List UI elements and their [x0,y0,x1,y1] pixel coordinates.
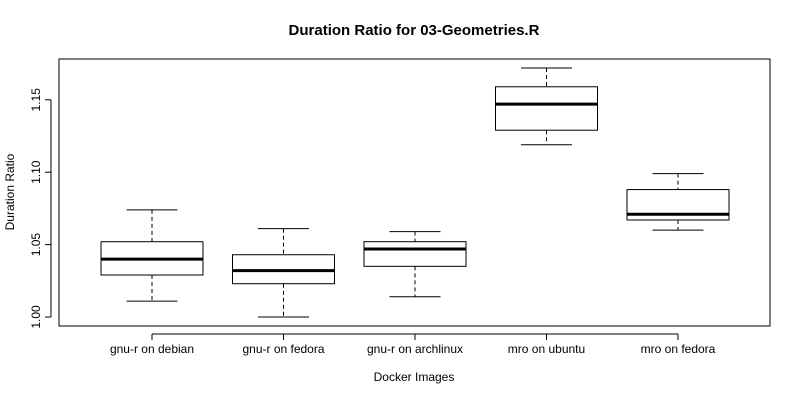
x-axis-label: Docker Images [374,370,455,384]
box-3 [363,231,467,298]
x-tick-label: mro on fedora [641,342,716,356]
x-tick-label: gnu-r on debian [110,342,194,356]
box-5 [626,173,730,231]
chart-title: Duration Ratio for 03-Geometries.R [289,22,540,39]
boxes-group [100,67,730,318]
y-tick-label: 1.05 [29,233,43,257]
y-axis: 1.00 1.05 1.10 1.15 [29,88,52,329]
box-4 [495,67,598,146]
y-tick-label: 1.10 [29,160,43,184]
box-2 [232,228,335,318]
iqr-box [495,86,598,131]
x-tick-label: gnu-r on archlinux [367,342,463,356]
x-tick-label: mro on ubuntu [508,342,585,356]
y-axis-label: Duration Ratio [3,153,17,230]
box-1 [100,209,204,302]
x-axis: gnu-r on debian gnu-r on fedora gnu-r on a… [110,333,716,356]
x-tick-label: gnu-r on fedora [242,342,324,356]
iqr-box [363,241,467,267]
y-tick-label: 1.00 [29,305,43,329]
plot-frame [58,58,771,327]
y-tick-label: 1.15 [29,88,43,112]
